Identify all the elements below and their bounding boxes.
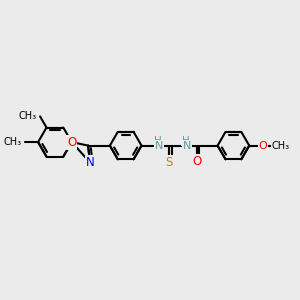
Text: O: O — [259, 141, 267, 151]
Text: O: O — [67, 136, 76, 148]
Text: CH₃: CH₃ — [272, 141, 290, 151]
Text: S: S — [166, 156, 173, 169]
Text: O: O — [192, 155, 202, 168]
Text: N: N — [155, 141, 164, 151]
Text: CH₃: CH₃ — [3, 137, 21, 147]
Text: H: H — [182, 136, 190, 146]
Text: N: N — [183, 141, 191, 151]
Text: CH₃: CH₃ — [18, 111, 36, 122]
Text: N: N — [85, 156, 94, 169]
Text: H: H — [154, 136, 162, 146]
